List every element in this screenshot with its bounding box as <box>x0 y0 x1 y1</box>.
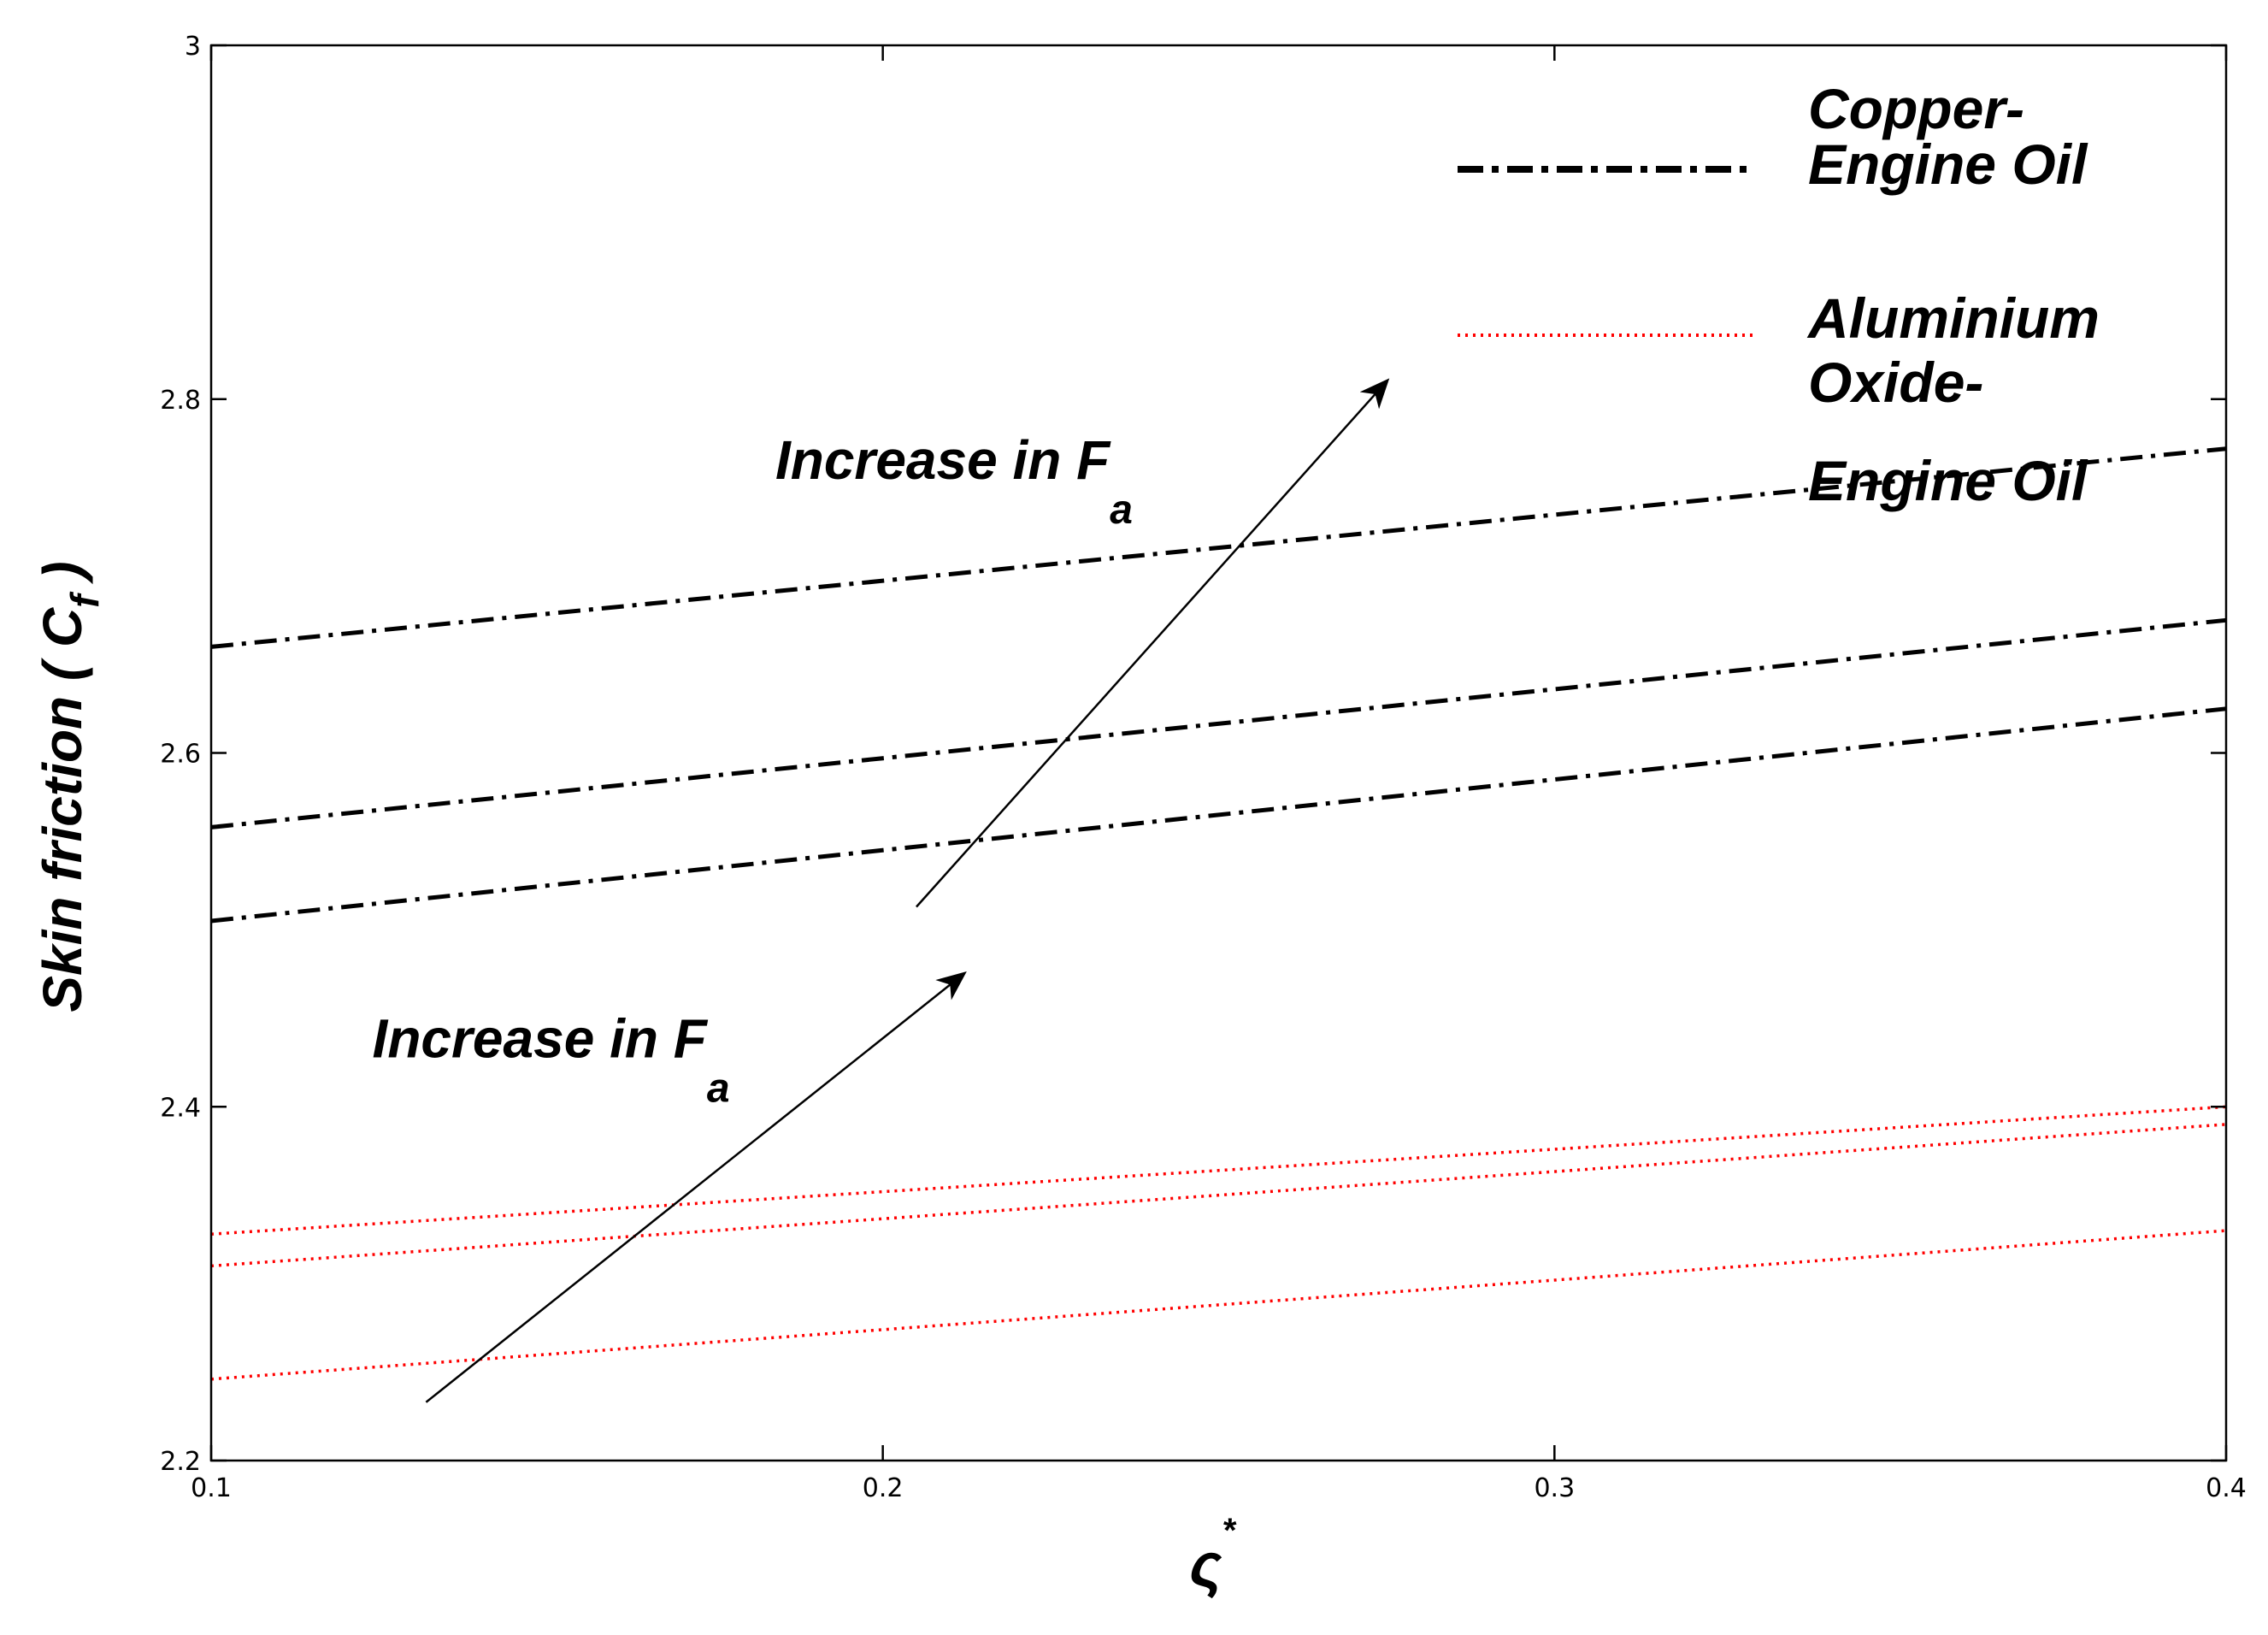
annotation-arrow-2 <box>425 971 967 1403</box>
legend-label-1-line-2: Engine Oil <box>1808 133 2088 196</box>
y-axis-label: Skin friction ( Cf ) <box>32 561 107 1012</box>
y-tick-label-4: 2.8 <box>160 386 201 416</box>
y-axis-label-close: ) <box>32 561 93 594</box>
plot-area <box>211 45 2226 1461</box>
annotation-arrow-1 <box>916 378 1390 908</box>
x-axis-label-superscript: * <box>1222 1512 1237 1549</box>
y-axis-label-subscript: f <box>62 591 107 608</box>
legend-label-2-line-3: Engine Oil <box>1808 449 2088 512</box>
series-line-6 <box>210 1229 2227 1381</box>
annotation-subscript-2: a <box>707 1065 730 1111</box>
axis-titles: ς* Skin friction ( Cf ) <box>32 561 1237 1600</box>
series-line-1 <box>210 446 2227 649</box>
series-line-4 <box>210 1105 2227 1236</box>
series-layer <box>210 446 2227 1381</box>
y-tick-label-3: 2.6 <box>160 740 201 770</box>
legend-label-2-line-1: Aluminium <box>1806 286 2100 350</box>
x-tick-label-1: 0.1 <box>191 1473 232 1503</box>
legend-label-2-line-2: Oxide- <box>1808 351 1983 414</box>
y-tick-label-5: 3 <box>185 32 201 62</box>
y-tick-label-1: 2.2 <box>160 1447 201 1477</box>
x-tick-label-4: 0.4 <box>2206 1473 2247 1503</box>
axes-layer: 0.1 0.2 0.3 0.4 2.2 2.4 2.6 2.8 3 <box>160 32 2247 1503</box>
x-axis-label: ς* <box>1189 1512 1237 1600</box>
x-tick-label-3: 0.3 <box>1534 1473 1575 1503</box>
x-tick-label-2: 0.2 <box>863 1473 904 1503</box>
legend-label-1-line-1: Copper- <box>1808 77 2024 140</box>
series-line-3 <box>210 706 2227 924</box>
series-line-2 <box>210 617 2227 829</box>
series-line-5 <box>210 1123 2227 1268</box>
y-tick-label-2: 2.4 <box>160 1093 201 1123</box>
y-axis-label-main: Skin friction ( C <box>32 607 93 1012</box>
annotation-subscript-1: a <box>1110 487 1133 533</box>
